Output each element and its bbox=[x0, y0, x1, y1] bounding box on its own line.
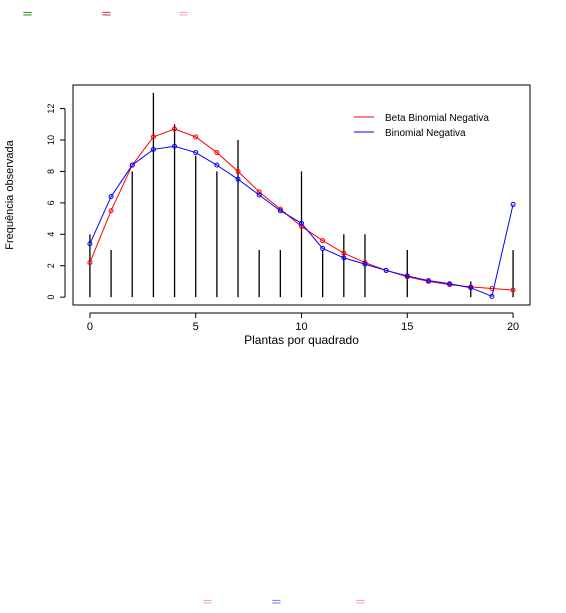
data-point bbox=[256, 192, 262, 198]
y-tick-label: 10 bbox=[46, 135, 56, 145]
data-point bbox=[150, 146, 156, 152]
legend: Beta Binomial Negativa Binomial Negativa bbox=[354, 113, 489, 139]
data-point bbox=[193, 134, 199, 140]
decoration-bottom-glyph: = bbox=[271, 595, 282, 610]
decoration-top-glyph: = bbox=[101, 7, 112, 22]
series-lines bbox=[87, 126, 516, 299]
data-point bbox=[341, 255, 347, 261]
plot-frame bbox=[72, 84, 531, 306]
x-tick-label: 10 bbox=[295, 321, 307, 333]
data-point bbox=[362, 261, 368, 267]
y-tick-label: 12 bbox=[46, 104, 56, 114]
x-tick-label: 0 bbox=[87, 321, 93, 333]
decoration-bottom-glyph: = bbox=[202, 595, 213, 610]
data-point bbox=[150, 134, 156, 140]
data-point bbox=[510, 201, 516, 207]
data-point bbox=[320, 238, 326, 244]
data-point bbox=[235, 176, 241, 182]
y-tick-label: 0 bbox=[46, 295, 56, 300]
x-tick-label: 20 bbox=[507, 321, 519, 333]
y-tick-label: 6 bbox=[46, 200, 56, 205]
data-point bbox=[87, 241, 93, 247]
data-point bbox=[193, 150, 199, 156]
data-point bbox=[404, 273, 410, 279]
data-point bbox=[129, 162, 135, 168]
data-point bbox=[235, 168, 241, 174]
y-tick-label: 8 bbox=[46, 169, 56, 174]
x-tick-label: 15 bbox=[401, 321, 413, 333]
data-point bbox=[425, 278, 431, 284]
data-point bbox=[510, 287, 516, 293]
legend-label: Beta Binomial Negativa bbox=[385, 113, 489, 124]
data-point bbox=[172, 126, 178, 132]
decoration-bottom-glyph: = bbox=[355, 595, 366, 610]
data-point bbox=[108, 194, 114, 200]
data-point bbox=[214, 162, 220, 168]
legend-label: Binomial Negativa bbox=[385, 128, 466, 139]
data-point bbox=[256, 189, 262, 195]
y-tick-label: 2 bbox=[46, 263, 56, 268]
x-tick-label: 5 bbox=[193, 321, 199, 333]
data-point bbox=[87, 260, 93, 266]
data-point bbox=[172, 143, 178, 149]
y-tick-label: 4 bbox=[46, 232, 56, 237]
decoration-top-glyph: = bbox=[178, 7, 189, 22]
data-point bbox=[447, 281, 453, 287]
data-point bbox=[214, 150, 220, 156]
data-point bbox=[299, 220, 304, 226]
x-axis-label: Plantas por quadrado bbox=[244, 333, 359, 347]
data-point bbox=[108, 208, 114, 214]
series-line bbox=[89, 128, 514, 291]
data-point bbox=[341, 250, 347, 256]
series-line bbox=[89, 145, 514, 298]
data-point bbox=[489, 293, 495, 299]
decoration-top-glyph: = bbox=[22, 7, 33, 22]
data-point bbox=[277, 208, 283, 214]
axes: 0 5 10 15 20 0 2 4 6 8 10 12 bbox=[46, 104, 519, 333]
data-point bbox=[320, 245, 326, 251]
data-point bbox=[468, 285, 474, 291]
y-axis-label: Frequência observada bbox=[4, 139, 16, 249]
data-point bbox=[383, 267, 389, 273]
